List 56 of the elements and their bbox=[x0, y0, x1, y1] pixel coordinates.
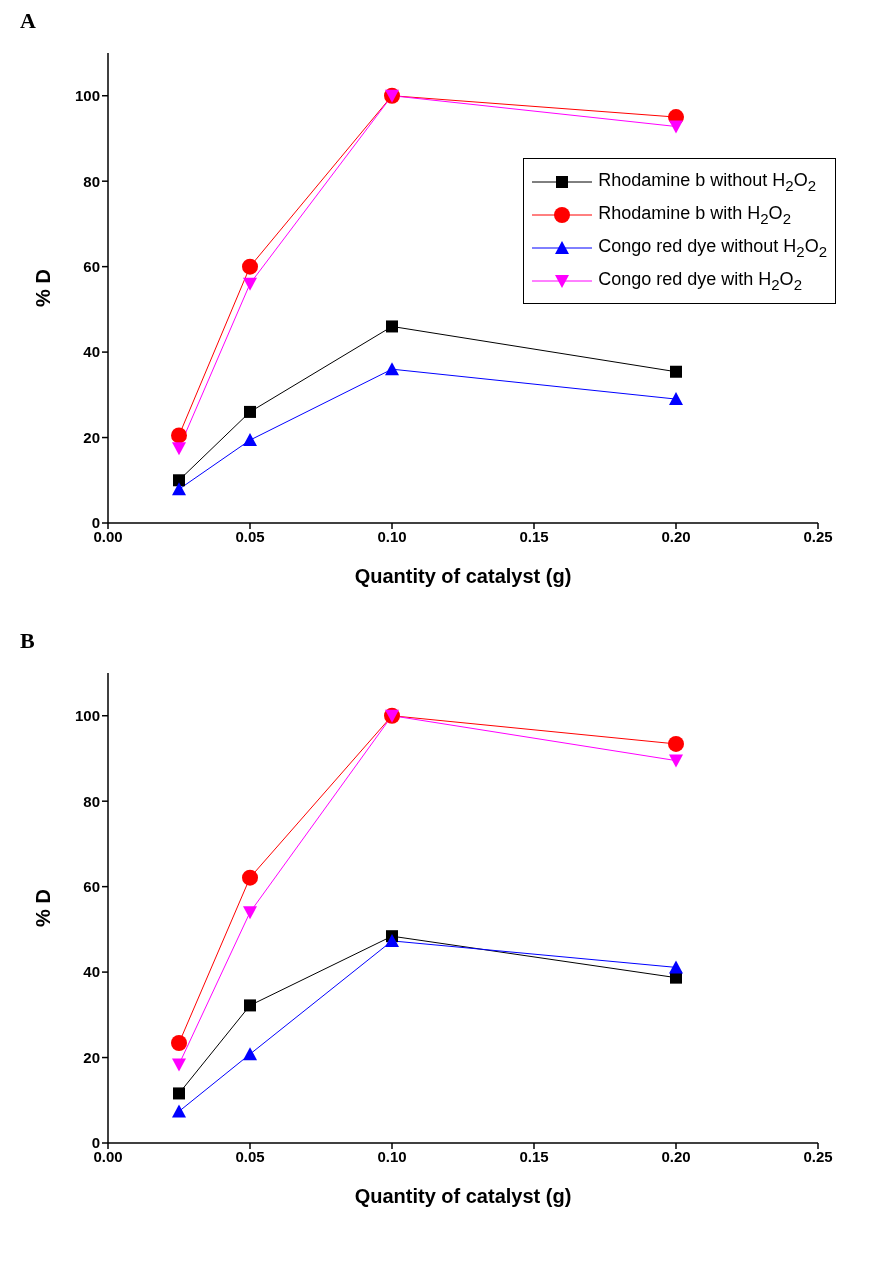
point bbox=[669, 754, 683, 768]
y-tick-label: 40 bbox=[83, 343, 100, 361]
chart-title: A bbox=[20, 8, 36, 34]
legend-label: Congo red dye without H$_{2}$O$_{2}$ bbox=[598, 235, 827, 260]
y-tick-label: 80 bbox=[83, 172, 100, 190]
legend-label: Rhodamine b with H$_{2}$O$_{2}$ bbox=[598, 202, 791, 227]
x-axis-title: Quantity of catalyst (g) bbox=[354, 1185, 572, 1207]
point bbox=[243, 906, 257, 920]
y-tick-label: 20 bbox=[83, 1048, 100, 1066]
x-axis-title: Quantity of catalyst (g) bbox=[354, 565, 572, 587]
point bbox=[669, 120, 683, 134]
point bbox=[173, 1087, 185, 1100]
legend-label: Congo red dye with H$_{2}$O$_{2}$ bbox=[598, 268, 802, 293]
y-tick-label: 100 bbox=[74, 87, 100, 105]
x-tick-label: 0.10 bbox=[377, 1147, 407, 1165]
y-tick-label: 40 bbox=[83, 963, 100, 981]
y-tick-label: 60 bbox=[83, 257, 100, 275]
point bbox=[244, 405, 256, 418]
y-tick-label: 100 bbox=[74, 707, 100, 725]
x-tick-label: 0.20 bbox=[661, 1147, 691, 1165]
legend-label: Rhodamine b without H$_{2}$O$_{2}$ bbox=[598, 169, 816, 194]
x-tick-label: 0.05 bbox=[235, 1147, 265, 1165]
point bbox=[243, 1047, 257, 1061]
point bbox=[172, 1104, 186, 1118]
point bbox=[242, 869, 258, 886]
point bbox=[243, 433, 257, 447]
x-tick-label: 0.25 bbox=[803, 527, 833, 545]
point bbox=[172, 482, 186, 496]
chart-title: B bbox=[20, 628, 35, 654]
point bbox=[386, 320, 398, 333]
point bbox=[244, 999, 256, 1012]
point bbox=[385, 362, 399, 376]
point bbox=[243, 277, 257, 291]
point bbox=[172, 1058, 186, 1072]
y-axis-title: % D bbox=[32, 269, 55, 307]
x-tick-label: 0.10 bbox=[377, 527, 407, 545]
point bbox=[171, 1035, 187, 1052]
point bbox=[668, 735, 684, 752]
x-tick-label: 0.15 bbox=[519, 1147, 549, 1165]
point bbox=[669, 960, 683, 974]
x-tick-label: 0.05 bbox=[235, 527, 265, 545]
point bbox=[669, 392, 683, 406]
point bbox=[171, 427, 187, 444]
point bbox=[172, 442, 186, 456]
x-tick-label: 0.15 bbox=[519, 527, 549, 545]
y-tick-label: 80 bbox=[83, 792, 100, 810]
point bbox=[173, 474, 185, 487]
point bbox=[670, 971, 682, 984]
x-tick-label: 0.20 bbox=[661, 527, 691, 545]
y-tick-label: 20 bbox=[83, 428, 100, 446]
x-tick-label: 0.25 bbox=[803, 1147, 833, 1165]
point bbox=[670, 365, 682, 378]
y-tick-label: 60 bbox=[83, 877, 100, 895]
y-axis-title: % D bbox=[32, 889, 55, 927]
point bbox=[385, 933, 399, 947]
point bbox=[242, 258, 258, 275]
